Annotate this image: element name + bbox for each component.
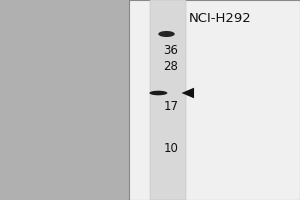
Text: 17: 17 xyxy=(164,100,178,114)
Ellipse shape xyxy=(149,91,167,95)
Polygon shape xyxy=(182,88,194,98)
Bar xyxy=(129,0,300,200)
Ellipse shape xyxy=(158,31,175,37)
Text: 36: 36 xyxy=(164,45,178,58)
Text: NCI-H292: NCI-H292 xyxy=(189,12,252,25)
Text: 28: 28 xyxy=(164,60,178,73)
Bar xyxy=(150,0,186,200)
Text: 10: 10 xyxy=(164,142,178,156)
